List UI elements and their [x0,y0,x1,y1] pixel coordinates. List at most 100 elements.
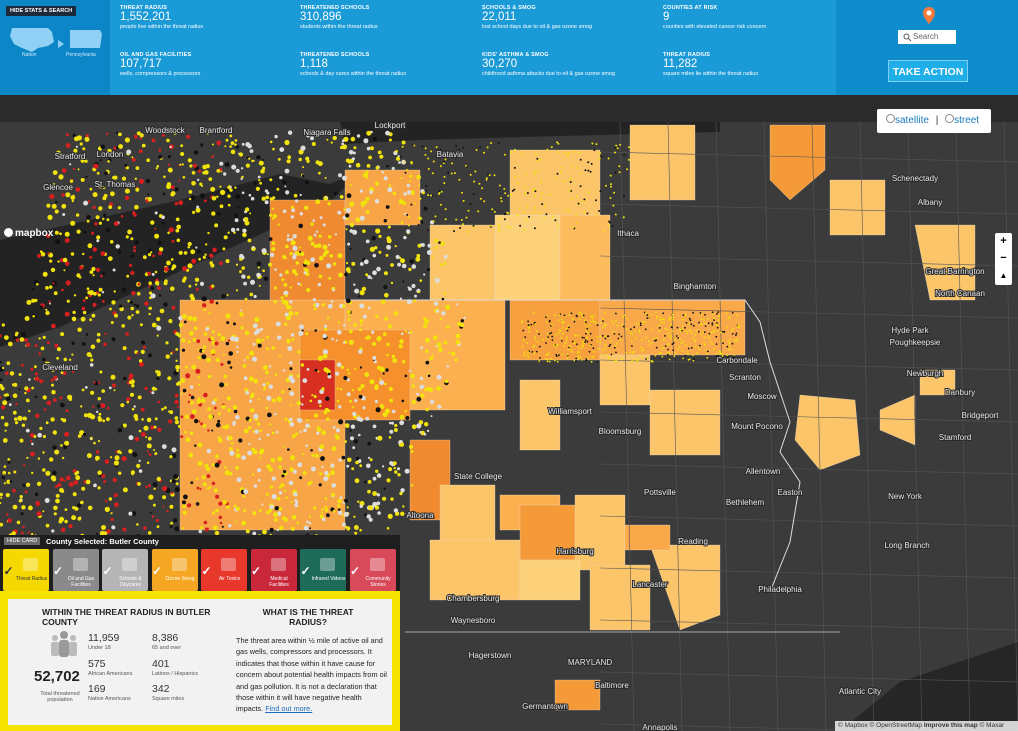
place-label: Lancaster [632,580,667,589]
facility-dot [605,353,608,356]
street-toggle[interactable]: street [954,115,980,126]
facility-dot [585,359,588,362]
attr-improve[interactable]: Improve this map [923,722,978,729]
card-tab[interactable]: ✓ Medical Facilities [250,549,297,591]
take-action-button[interactable]: TAKE ACTION [888,60,968,82]
facility-dot [61,186,65,190]
card-tab[interactable]: ✓ Threat Radius [3,549,49,591]
facility-dot [134,436,140,442]
facility-dot [85,175,88,178]
facility-dot [279,273,283,277]
attr-maxar[interactable]: © Maxar [979,722,1005,729]
card-tab[interactable]: ✓ Air Toxics [201,549,247,591]
facility-dot [269,485,274,489]
nation-icon[interactable] [10,28,54,52]
facility-dot [154,227,157,230]
search-input[interactable]: Search [898,30,956,44]
attr-mapbox[interactable]: © Mapbox [838,722,868,729]
info-link[interactable]: Find out more. [265,704,313,714]
facility-dot [380,299,386,304]
facility-dot [299,193,302,197]
card-tab[interactable]: ✓ Oil and Gas Facilities [52,549,99,591]
facility-dot [107,160,110,163]
facility-dot [337,321,340,324]
satellite-toggle[interactable]: satellite [895,115,929,126]
facility-dot [102,196,107,201]
map[interactable]: Woodstock Brantford Niagara FallsLockportS… [0,122,1018,731]
facility-dot [113,389,116,392]
facility-dot [70,220,76,226]
facility-dot [272,147,275,151]
facility-dot [243,428,249,434]
facility-dot [566,154,569,157]
facility-dot [358,394,363,399]
facility-dot [316,431,320,435]
facility-dot [390,263,394,267]
hide-stats-button[interactable]: HIDE STATS & SEARCH [6,6,77,16]
facility-dot [207,374,212,379]
card-tab[interactable]: ✓ Ozone Smog [151,549,198,591]
attr-osm[interactable]: © OpenStreetMap [869,722,923,729]
facility-dot [102,271,106,275]
facility-dot [332,288,335,292]
facility-dot [363,259,369,265]
facility-dot [284,322,288,326]
facility-dot [211,463,216,467]
facility-dot [298,157,302,162]
facility-dot [722,342,724,344]
facility-dot [443,175,446,178]
facility-dot [424,318,429,324]
facility-dot [322,349,328,355]
facility-dot [441,311,446,316]
facility-dot [500,197,503,200]
facility-dot [584,339,587,342]
nation-label[interactable]: Nation [22,52,37,58]
facility-dot [294,499,298,502]
facility-dot [203,332,208,336]
facility-dot [116,146,119,150]
state-label[interactable]: Pennsylvania [66,52,96,58]
facility-dot [27,531,30,534]
facility-dot [441,297,445,301]
card-tab[interactable]: ✓ Schools & Daycares [102,549,148,591]
facility-dot [581,344,584,347]
facility-dot [682,314,685,316]
facility-dot [185,437,191,443]
facility-dot [447,171,450,174]
facility-dot [55,498,60,504]
facility-dot [188,452,193,458]
facility-dot [266,335,269,339]
facility-dot [48,365,51,368]
compass[interactable]: ▲ [999,271,1008,280]
hide-card-button[interactable]: HIDE CARD [4,537,41,545]
card-tab[interactable]: ✓ Community Stories [349,549,396,591]
facility-dot [225,341,230,346]
facility-dot [254,317,260,323]
card-tab[interactable]: ✓ Infrared Videos [300,549,346,591]
facility-dot [668,317,670,320]
facility-dot [235,263,239,266]
facility-dot [211,155,215,158]
facility-dot [155,518,159,523]
facility-dot [212,143,214,146]
facility-dot [398,161,401,164]
facility-dot [245,142,251,147]
facility-dot [202,345,207,349]
zoom-in[interactable]: + [1000,235,1007,247]
facility-dot [547,351,550,353]
county-border [1003,122,1018,731]
facility-dot [584,341,587,343]
facility-dot [122,346,127,351]
facility-dot [369,246,375,252]
facility-dot [345,228,348,231]
state-icon[interactable] [70,30,102,48]
facility-dot [117,450,121,454]
facility-dot [190,385,194,389]
facility-dot [528,326,531,329]
mapbox-logo[interactable]: mapbox [4,228,53,239]
facility-dot [89,270,94,274]
zoom-out[interactable]: − [1000,252,1007,264]
facility-dot [147,353,152,358]
facility-dot [31,298,36,303]
facility-dot [358,295,361,298]
